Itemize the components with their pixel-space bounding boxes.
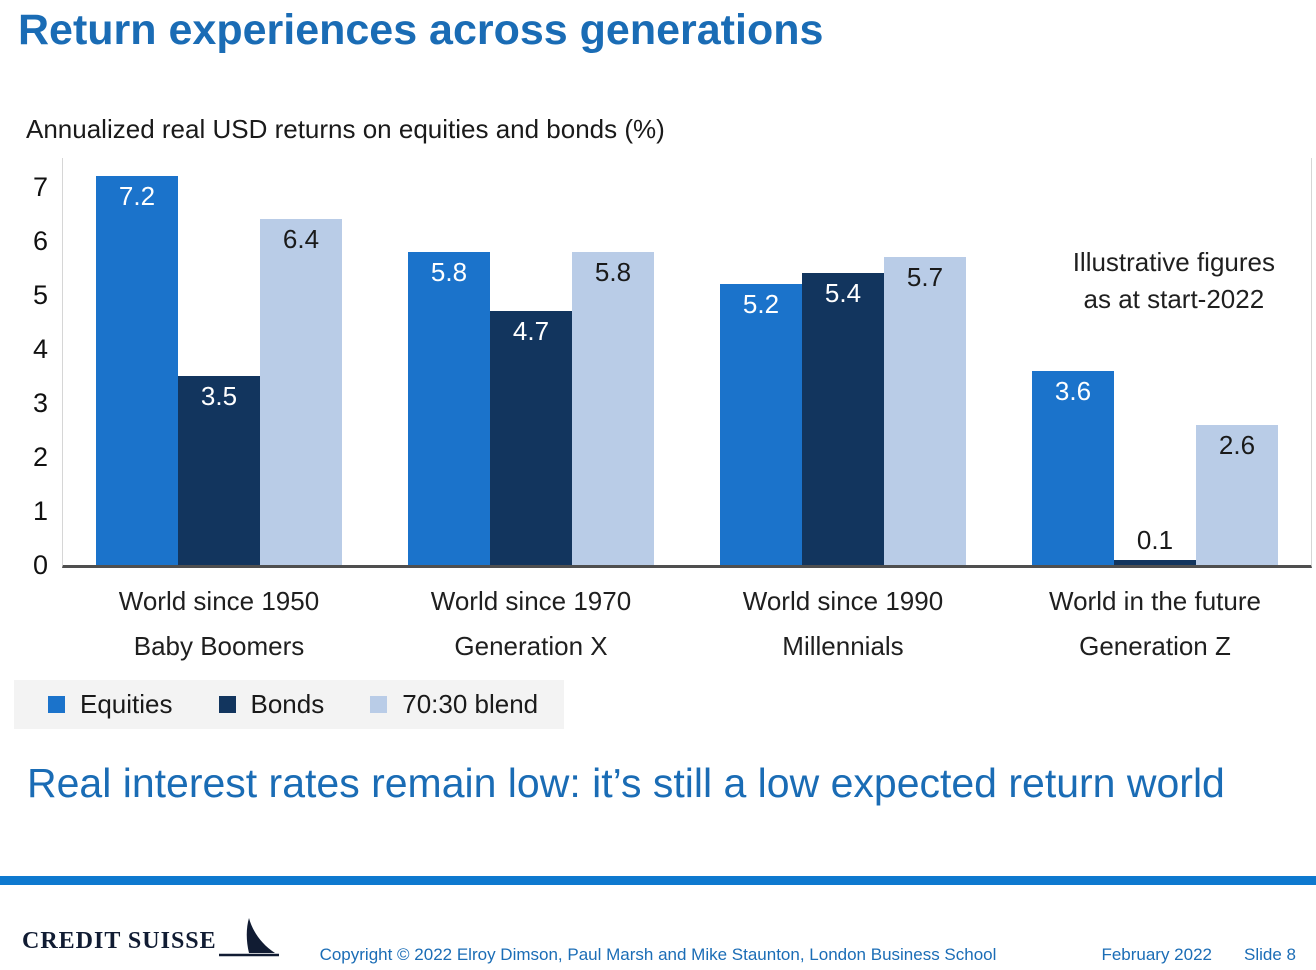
category-generation: Baby Boomers	[133, 631, 305, 661]
y-tick-label: 1	[32, 496, 48, 526]
bar-value-label: 5.7	[906, 262, 944, 293]
bar-value-label: 5.8	[594, 256, 632, 287]
category-period: World since 1990	[742, 586, 944, 616]
y-axis: 0 1 2 3 4 5 6 7	[10, 158, 52, 580]
annotation-line-1: Illustrative figures	[1072, 247, 1275, 277]
bar-value-label: 6.4	[282, 224, 320, 255]
category-label: World since 1970 Generation X	[355, 579, 707, 669]
footer-divider	[0, 876, 1316, 885]
category-label: World since 1990 Millennials	[667, 579, 1019, 669]
footer-date: February 2022	[1101, 945, 1213, 964]
legend-swatch	[218, 696, 236, 713]
category-period: World since 1970	[430, 586, 632, 616]
category-period: World in the future	[1049, 586, 1261, 616]
slide-title: Return experiences across generations	[18, 6, 824, 54]
bar-cluster: 5.8 4.7 5.8	[408, 251, 654, 565]
credit-suisse-logo-text: CREDIT SUISSE	[22, 928, 217, 954]
y-tick-label: 2	[32, 442, 48, 472]
credit-suisse-logo: CREDIT SUISSE	[22, 916, 281, 958]
bar-bonds: 5.4	[802, 273, 884, 565]
bar-value-label: 7.2	[118, 181, 156, 212]
category-group: 3.6 0.1 2.6 World in the future Generation Z	[999, 158, 1311, 661]
category-generation: Generation X	[454, 631, 608, 661]
bar-equities: 3.6	[1032, 370, 1114, 565]
bar-cluster: 7.2 3.5 6.4	[96, 176, 342, 565]
bar-value-label: 5.8	[430, 256, 468, 287]
y-tick-label: 3	[32, 388, 48, 418]
bar-equities: 7.2	[96, 176, 178, 565]
annotation-line-2: as at start-2022	[1083, 284, 1265, 314]
chart-legend: Equities Bonds 70:30 blend	[14, 680, 565, 729]
footer-slide-number: Slide 8	[1244, 945, 1296, 964]
bar-value-label: 4.7	[512, 316, 550, 347]
legend-label: Bonds	[250, 689, 325, 719]
legend-item: Equities	[48, 689, 173, 720]
bar-70-30-blend: 6.4	[260, 219, 342, 565]
chart-annotation: Illustrative figures as at start-2022	[1073, 244, 1275, 318]
bar-value-label: 0.1	[1136, 524, 1174, 555]
bar-70-30-blend: 2.6	[1196, 424, 1278, 565]
category-group: 5.2 5.4 5.7 World since 1990 Millennials	[687, 158, 999, 661]
bar-70-30-blend: 5.7	[884, 257, 966, 565]
bar-bonds: 4.7	[490, 311, 572, 565]
y-tick-label: 7	[32, 172, 48, 202]
bar-bonds: 3.5	[178, 376, 260, 565]
category-group: 5.8 4.7 5.8 World since 1970 Generation X	[375, 158, 687, 661]
bar-value-label: 5.4	[824, 278, 862, 309]
bar-value-label: 2.6	[1218, 429, 1256, 460]
bar-chart: Illustrative figures as at start-2022 7.…	[62, 158, 1312, 661]
legend-swatch	[48, 696, 65, 713]
credit-suisse-sail-icon	[218, 918, 279, 957]
bar-value-label: 5.2	[742, 289, 780, 320]
bar-value-label: 3.6	[1054, 375, 1092, 406]
bar-equities: 5.8	[408, 251, 490, 565]
copyright-text: Copyright © 2022 Elroy Dimson, Paul Mars…	[319, 945, 997, 964]
category-label: World in the future Generation Z	[979, 579, 1316, 669]
legend-item: 70:30 blend	[370, 689, 538, 720]
bar-70-30-blend: 5.8	[572, 251, 654, 565]
category-period: World since 1950	[118, 586, 320, 616]
category-group: 7.2 3.5 6.4 World since 1950 Baby Boomers	[63, 158, 375, 661]
y-tick-label: 0	[32, 550, 48, 580]
bar-equities: 5.2	[720, 284, 802, 565]
takeaway-text: Real interest rates remain low: it’s sti…	[27, 760, 1225, 806]
legend-item: Bonds	[218, 689, 325, 720]
category-generation: Generation Z	[1079, 631, 1231, 661]
y-tick-label: 5	[32, 280, 48, 310]
y-tick-label: 6	[32, 226, 48, 256]
bar-cluster: 3.6 0.1 2.6	[1032, 370, 1278, 565]
bar-cluster: 5.2 5.4 5.7	[720, 257, 966, 565]
legend-label: 70:30 blend	[402, 689, 539, 719]
legend-swatch	[370, 696, 388, 713]
chart-subtitle: Annualized real USD returns on equities …	[26, 114, 665, 144]
legend-label: Equities	[80, 689, 173, 719]
category-generation: Millennials	[782, 631, 904, 661]
footer-meta: February 2022 Slide 8	[1101, 945, 1296, 965]
y-tick-label: 4	[32, 334, 48, 364]
category-label: World since 1950 Baby Boomers	[43, 579, 395, 669]
bar-value-label: 3.5	[200, 381, 238, 411]
bar-bonds: 0.1	[1114, 525, 1196, 565]
